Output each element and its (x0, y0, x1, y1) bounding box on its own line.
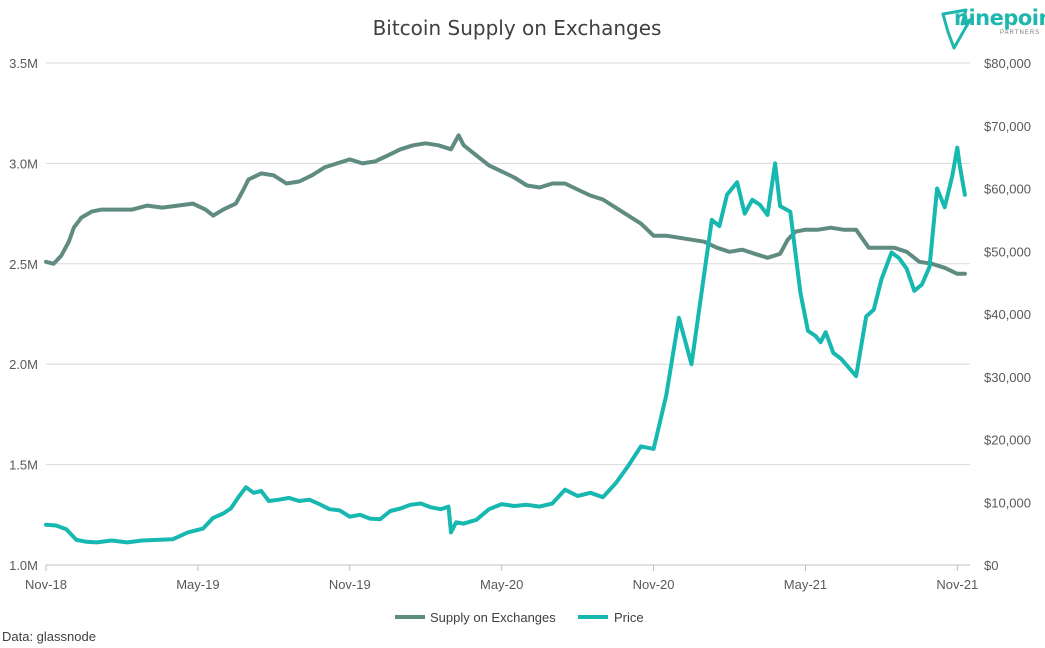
y-left-tick-label: 3.0M (9, 156, 38, 171)
gridlines (46, 62, 970, 566)
x-tick-label: May-19 (176, 577, 219, 592)
y-left-tick-label: 2.0M (9, 357, 38, 372)
logo-word: ninepoint (954, 6, 1045, 30)
logo-subtitle: PARTNERS (1000, 30, 1041, 36)
y-right-tick-label: $60,000 (984, 182, 1031, 197)
x-tick-label: Nov-18 (25, 577, 67, 592)
legend: Supply on Exchanges Price (395, 610, 644, 625)
series-line-price (44, 145, 967, 545)
y-right-tick-label: $20,000 (984, 433, 1031, 448)
chart-title: Bitcoin Supply on Exchanges (373, 16, 662, 40)
y-right-tick-label: $40,000 (984, 307, 1031, 322)
y-axis-left: 1.0M 1.5M 2.0M 2.5M 3.0M 3.5M (9, 56, 38, 573)
y-left-tick-label: 1.5M (9, 458, 38, 473)
y-right-tick-label: $0 (984, 558, 998, 573)
legend-label-supply: Supply on Exchanges (430, 610, 556, 625)
y-left-tick-label: 2.5M (9, 257, 38, 272)
x-tick-label: Nov-20 (633, 577, 675, 592)
x-axis: Nov-18 May-19 Nov-19 May-20 Nov-20 May-21 Nov-… (25, 564, 978, 592)
y-left-tick-label: 1.0M (9, 558, 38, 573)
x-tick-label: May-20 (480, 577, 523, 592)
y-right-tick-label: $10,000 (984, 495, 1031, 510)
y-right-tick-label: $80,000 (984, 56, 1031, 71)
x-tick-label: Nov-21 (936, 577, 978, 592)
y-left-tick-label: 3.5M (9, 56, 38, 71)
x-tick-label: May-21 (784, 577, 827, 592)
legend-label-price: Price (614, 610, 644, 625)
y-right-tick-label: $50,000 (984, 244, 1031, 259)
series-lines (44, 133, 967, 545)
x-tick-label: Nov-19 (329, 577, 371, 592)
y-axis-right: $0 $10,000 $20,000 $30,000 $40,000 $50,000 $60… (984, 56, 1031, 573)
source-note: Data: glassnode (2, 629, 96, 644)
y-right-tick-label: $30,000 (984, 370, 1031, 385)
ninepoint-logo: ninepoint PARTNERS (940, 6, 1045, 52)
series-line-supply (44, 133, 967, 276)
y-right-tick-label: $70,000 (984, 119, 1031, 134)
logo-mark-icon (941, 8, 972, 50)
